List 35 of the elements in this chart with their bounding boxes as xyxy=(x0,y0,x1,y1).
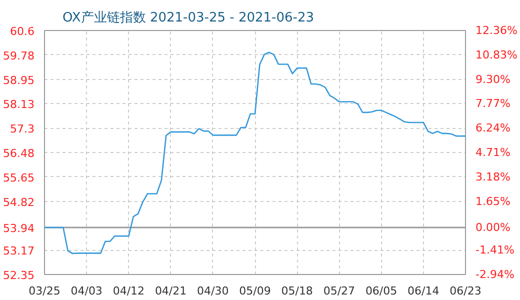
y2-tick-label: 10.83% xyxy=(476,48,518,62)
y2-tick-label: 6.24% xyxy=(476,122,510,135)
x-tick-label: 06/14 xyxy=(408,284,440,298)
x-tick-label: 05/09 xyxy=(239,284,271,298)
x-tick-label: 06/23 xyxy=(450,284,482,298)
y2-tick-label: 1.65% xyxy=(476,194,510,208)
y-tick-label: 54.82 xyxy=(3,196,35,209)
y2-tick-label: 9.30% xyxy=(476,72,510,86)
y2-tick-label: -1.41% xyxy=(476,244,514,257)
y-tick-label: 58.13 xyxy=(3,98,35,112)
x-tick-label: 05/27 xyxy=(323,284,356,298)
y-tick-label: 60.6 xyxy=(10,25,35,38)
y-tick-label: 57.3 xyxy=(10,122,35,136)
x-tick-label: 06/05 xyxy=(365,284,398,298)
y-tick-label: 52.35 xyxy=(3,269,35,282)
y2-tick-label: 12.36% xyxy=(476,24,518,37)
y-tick-label: 53.94 xyxy=(3,222,35,235)
y2-tick-label: 4.71% xyxy=(476,146,510,159)
y-tick-label: 58.95 xyxy=(3,74,35,87)
y2-tick-label: 3.18% xyxy=(476,170,510,184)
y-tick-label: 59.78 xyxy=(3,49,35,62)
x-tick-label: 04/03 xyxy=(70,284,102,298)
y-tick-label: 53.17 xyxy=(3,244,35,258)
y2-tick-label: 7.77% xyxy=(476,97,510,110)
y-tick-label: 55.65 xyxy=(3,171,35,184)
line-series xyxy=(44,52,466,254)
y2-tick-label: -2.94% xyxy=(476,268,514,281)
y-tick-label: 56.48 xyxy=(3,146,35,160)
x-tick-label: 05/18 xyxy=(281,284,313,298)
x-tick-label: 04/30 xyxy=(197,284,229,298)
x-tick-label: 04/12 xyxy=(112,284,145,298)
chart-title: OX产业链指数 2021-03-25 - 2021-06-23 xyxy=(62,10,314,26)
x-tick-label: 04/21 xyxy=(154,284,187,298)
y2-tick-label: 0.00% xyxy=(476,221,510,234)
x-tick-label: 03/25 xyxy=(28,284,60,298)
